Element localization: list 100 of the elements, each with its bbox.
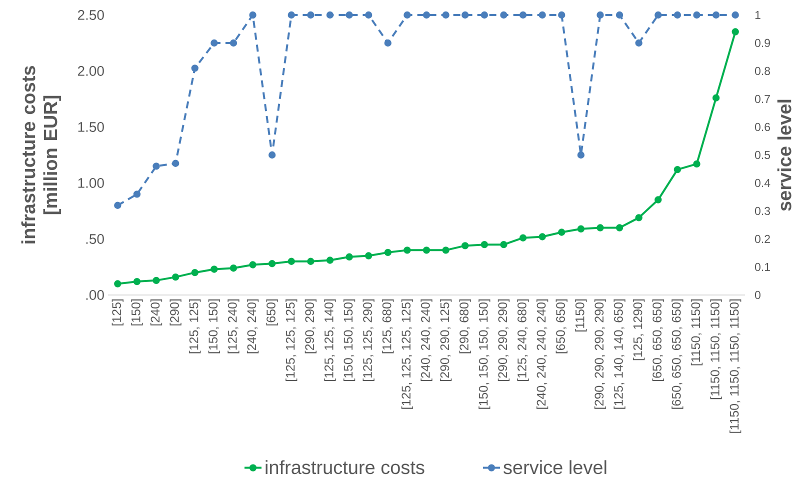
- y2-tick-label: 0.9: [754, 38, 770, 48]
- point: [693, 11, 700, 19]
- y-tick-label: .00: [86, 290, 104, 300]
- x-tick-label: [125, 240, 680]: [517, 299, 529, 382]
- point: [712, 11, 720, 19]
- point: [558, 11, 566, 19]
- point: [422, 246, 430, 254]
- point: [249, 261, 256, 268]
- point: [172, 160, 180, 167]
- point: [210, 39, 218, 47]
- point: [326, 256, 334, 264]
- point: [114, 280, 122, 288]
- x-tick-label: [125, 125]: [189, 299, 201, 354]
- y-tick-label: 2.00: [78, 66, 104, 76]
- point: [538, 233, 546, 240]
- point: [191, 268, 198, 276]
- point: [635, 214, 642, 222]
- y2-tick-label: 0.3: [754, 206, 770, 216]
- legend-label: infrastructure costs: [266, 460, 424, 474]
- point: [519, 234, 527, 242]
- point: [442, 11, 450, 19]
- y2-axis-title: service level: [777, 100, 792, 211]
- point: [365, 11, 372, 19]
- point: [596, 11, 604, 19]
- point: [230, 264, 238, 272]
- point: [577, 151, 585, 159]
- x-tick-label: [240, 240]: [246, 299, 259, 354]
- x-tick-label: [240, 240, 240]: [420, 299, 432, 382]
- point: [732, 11, 739, 19]
- y-tick-label: .50: [86, 234, 104, 244]
- point: [249, 11, 256, 19]
- point: [133, 278, 141, 286]
- point: [577, 225, 585, 233]
- point: [191, 64, 198, 72]
- point: [365, 252, 372, 260]
- y2-tick-label: 0.5: [754, 150, 770, 160]
- point: [404, 11, 411, 19]
- point: [500, 11, 508, 19]
- x-tick-label: [290, 290, 290]: [498, 299, 510, 382]
- x-tick-label: [290, 680]: [459, 299, 471, 354]
- y-axis-title: infrastructure costs [million EUR]: [21, 66, 61, 244]
- point: [422, 11, 430, 19]
- x-tick-label: [290, 290, 290, 290]: [594, 299, 606, 409]
- point: [480, 240, 488, 248]
- point: [346, 253, 353, 261]
- x-tick-label: [1150, 1150, 1150]: [710, 299, 722, 400]
- point: [288, 11, 295, 19]
- x-tick-label: [240]: [150, 299, 162, 326]
- point: [326, 11, 334, 19]
- point: [442, 246, 450, 254]
- point: [519, 11, 527, 19]
- x-tick-label: [125, 1290]: [633, 299, 645, 360]
- point: [654, 196, 662, 204]
- point: [172, 273, 180, 281]
- y2-tick-label: 1: [755, 11, 760, 19]
- y-tick-label: 1.50: [78, 122, 104, 132]
- x-tick-label: [150, 150, 150, 150]: [478, 299, 490, 409]
- point: [152, 162, 160, 170]
- x-tick-label: [650]: [266, 299, 278, 326]
- point: [654, 11, 662, 19]
- point: [616, 11, 624, 19]
- x-tick-label: [1150, 1150]: [690, 299, 703, 366]
- x-tick-label: [150, 150]: [208, 299, 220, 354]
- y2-tick-label: 0.4: [754, 178, 770, 188]
- point: [635, 39, 642, 47]
- x-tick-label: [240, 240, 240, 240]: [536, 299, 548, 409]
- point: [404, 246, 411, 254]
- point: [384, 248, 392, 256]
- point: [307, 11, 314, 19]
- point: [268, 151, 276, 159]
- point: [133, 190, 141, 198]
- x-tick-label: [125, 140, 140, 650]: [614, 299, 626, 409]
- point: [114, 202, 122, 209]
- point: [674, 11, 682, 19]
- x-tick-label: [125, 240]: [228, 299, 240, 354]
- x-tick-label: [290]: [170, 299, 182, 326]
- x-tick-label: [150]: [131, 299, 143, 326]
- y2-tick-label: 0.7: [754, 94, 770, 104]
- point: [462, 11, 469, 19]
- point: [674, 166, 682, 174]
- y2-tick-label: 0.6: [754, 122, 770, 132]
- x-tick-label: [1150]: [575, 299, 587, 332]
- point: [288, 258, 295, 265]
- x-tick-label: [125]: [112, 299, 124, 326]
- y-tick-label: 2.50: [78, 10, 104, 20]
- legend-label: service level: [504, 460, 606, 474]
- x-tick-label: [150, 150, 150]: [343, 299, 356, 382]
- point: [480, 11, 488, 19]
- x-tick-label: [290, 290, 125]: [440, 299, 452, 382]
- x-tick-label: [650, 650, 650, 650]: [672, 299, 684, 409]
- x-tick-label: [125, 125, 125, 125]: [401, 299, 414, 409]
- x-tick-label: [650, 650, 650]: [652, 299, 664, 382]
- x-tick-label: [650, 650]: [556, 299, 568, 354]
- point: [558, 228, 566, 236]
- point: [384, 39, 392, 47]
- point: [616, 224, 624, 232]
- x-tick-label: [125, 680]: [382, 299, 394, 354]
- point: [596, 224, 604, 232]
- point: [346, 11, 353, 19]
- y2-tick-label: 0.8: [754, 66, 770, 76]
